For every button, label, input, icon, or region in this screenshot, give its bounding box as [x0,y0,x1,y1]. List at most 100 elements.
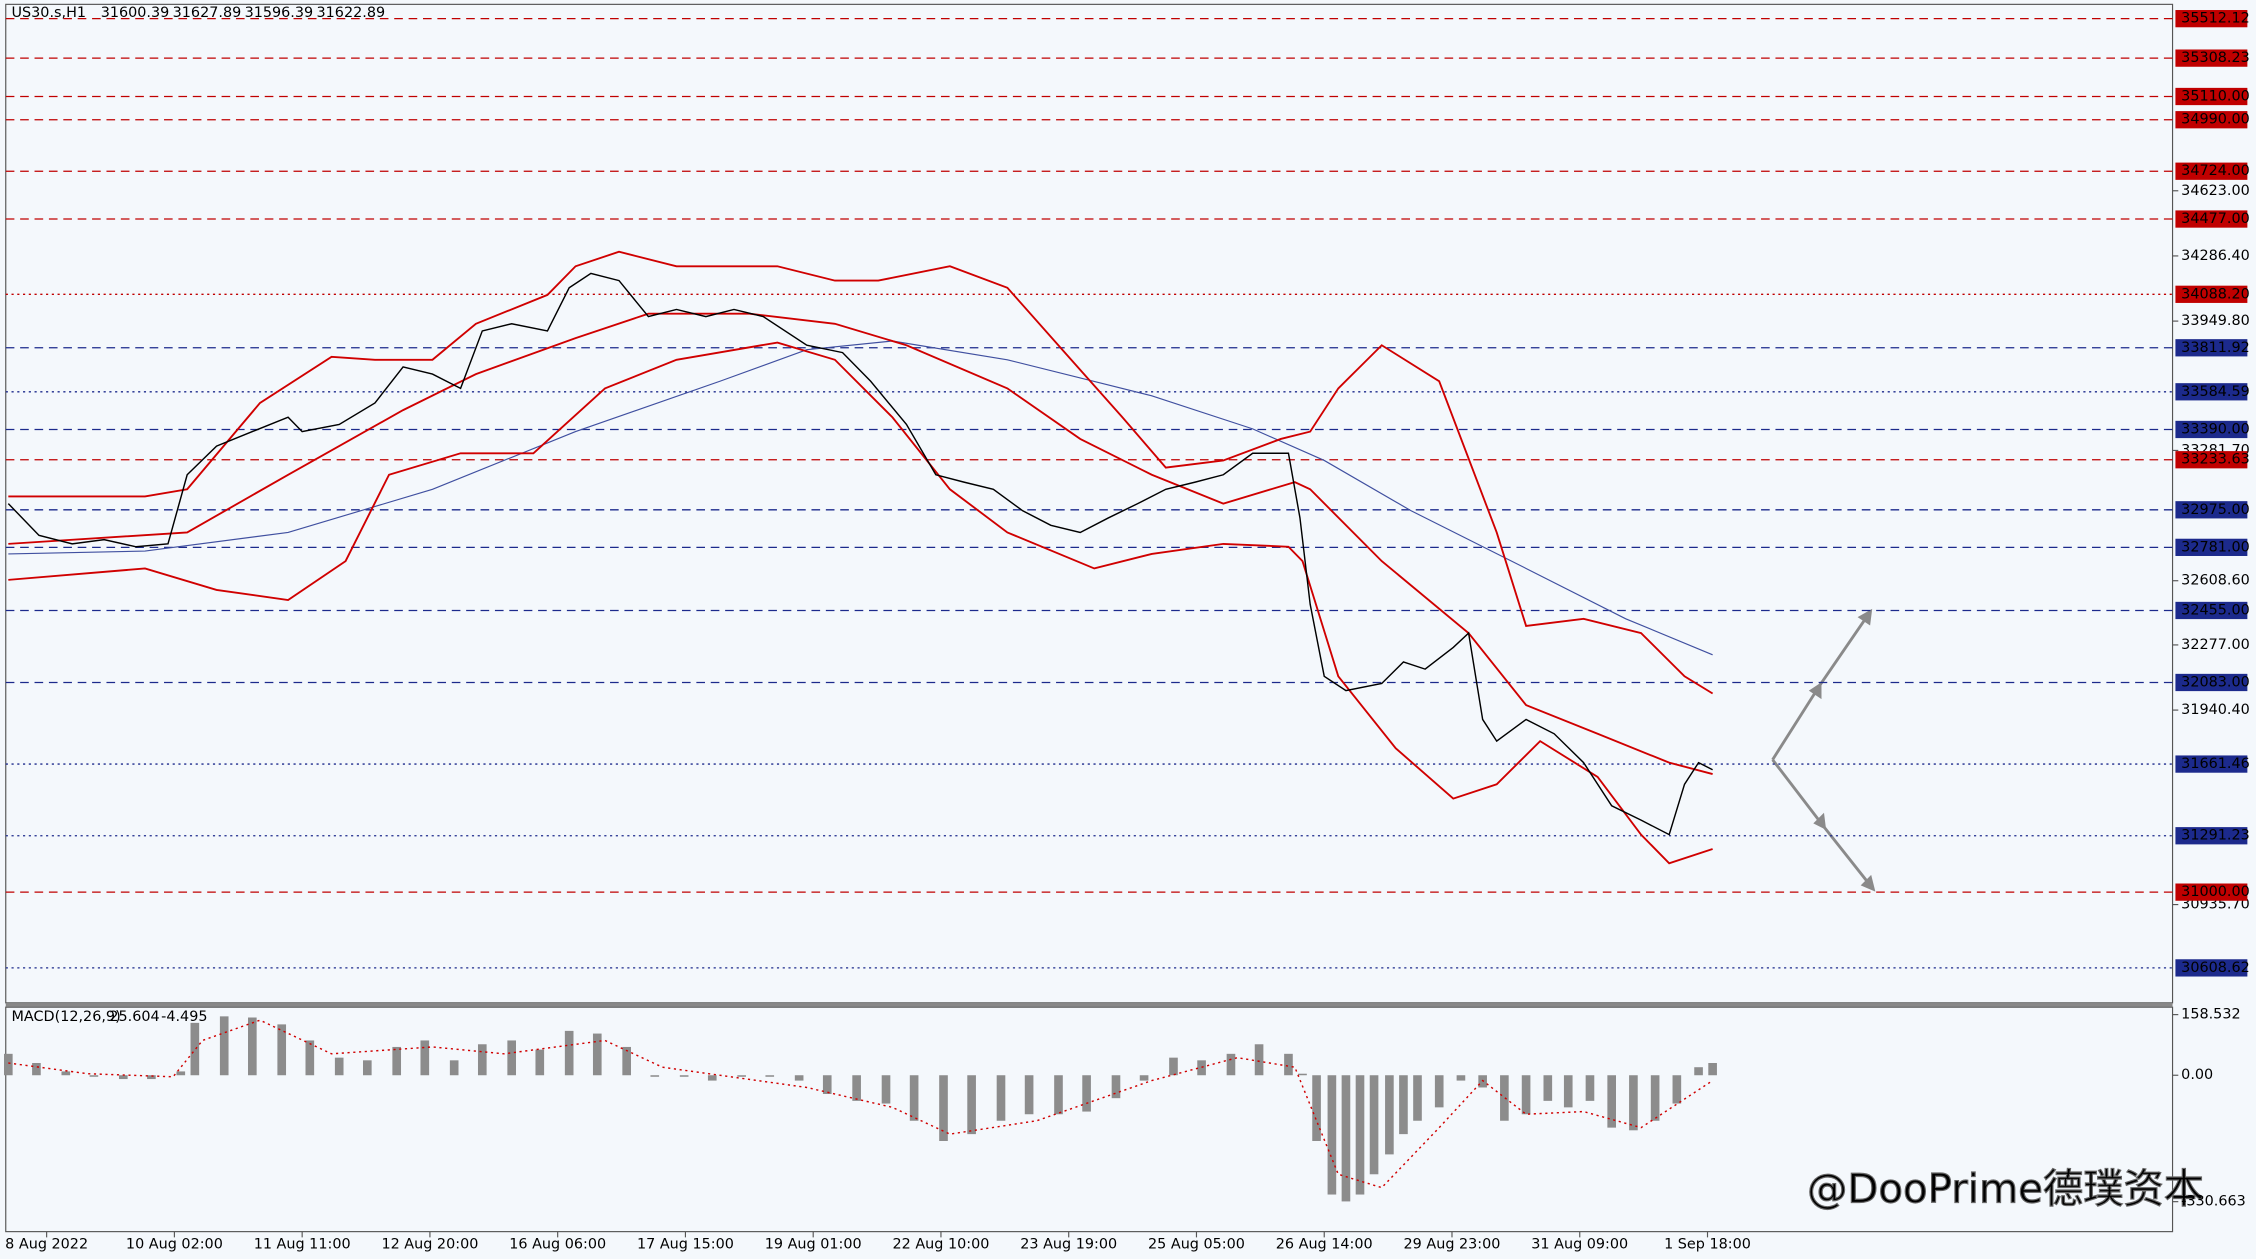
macd-bar [939,1075,948,1142]
x-tick-label: 17 Aug 15:00 [637,1237,734,1253]
level-label: 34477.00 [2181,211,2250,227]
macd-bar [118,1075,128,1080]
x-tick-label: 10 Aug 02:00 [126,1237,223,1253]
x-tick-label: 22 Aug 10:00 [892,1237,989,1253]
macd-bar [1585,1075,1595,1101]
level-label: 32781.00 [2181,539,2250,555]
level-label: 34724.00 [2181,163,2250,179]
macd-bar [1327,1075,1337,1195]
macd-bar [89,1075,99,1077]
level-label: 35512.12 [2181,11,2250,27]
macd-bar [507,1040,516,1076]
y-tick-label: 0.00 [2181,1067,2213,1083]
level-label: 31000.00 [2181,884,2250,900]
series-line [7,272,1713,836]
macd-bar [1521,1075,1531,1115]
y-tick-label: 158.532 [2181,1007,2240,1023]
macd-bar [1111,1075,1121,1099]
level-box [2175,111,2248,129]
level-box [2175,49,2248,67]
macd-bar [477,1044,487,1076]
macd-bar [1399,1075,1408,1135]
level-box [2175,87,2248,106]
macd-bar [1708,1063,1717,1076]
x-tick-label: 11 Aug 11:00 [254,1237,351,1253]
macd-bar [1054,1075,1063,1115]
level-label: 32975.00 [2181,502,2250,518]
macd-bar [564,1030,574,1076]
x-tick-label: 12 Aug 20:00 [381,1237,478,1253]
macd-bar [967,1075,976,1135]
level-box [2175,451,2248,469]
macd-bar [277,1024,287,1076]
macd-frame [5,1006,2174,1233]
series-line [8,250,1714,695]
macd-bar [650,1075,660,1077]
level-label: 35308.23 [2181,50,2250,66]
macd-bar [881,1075,891,1104]
macd-bar [1284,1053,1293,1076]
macd-bar [1312,1075,1321,1142]
level-label: 33584.59 [2181,384,2250,400]
x-tick-label: 29 Aug 23:00 [1404,1237,1501,1253]
macd-bar [1434,1075,1444,1108]
macd-bar [794,1075,804,1081]
level-box [2175,673,2248,692]
macd-bar [1169,1057,1178,1076]
macd-bar [32,1063,41,1076]
macd-bar [305,1040,315,1076]
level-label: 32455.00 [2181,602,2250,618]
macd-bar [535,1049,545,1076]
level-label: 33390.00 [2181,421,2250,437]
level-label: 31291.23 [2181,828,2250,844]
macd-bar [1355,1075,1365,1195]
arrow-head [1860,874,1876,892]
macd-bar [3,1053,13,1076]
level-box [2175,538,2248,556]
level-label: 33233.63 [2181,452,2250,468]
macd-bar [420,1040,430,1076]
macd-bar [822,1075,832,1094]
level-box [2175,210,2248,228]
macd-bar [852,1075,861,1101]
macd-bar [707,1075,717,1081]
macd-bar [1254,1044,1264,1076]
macd-bar [765,1075,775,1077]
y-tick-label: 32277.00 [2181,637,2250,653]
level-box [2175,601,2248,620]
arrow-head [1857,608,1873,626]
level-box [2175,339,2248,357]
level-label: 35110.00 [2181,88,2250,104]
macd-bar [1650,1075,1660,1121]
level-box [2175,827,2248,845]
ohlc-value: 31627.89 [173,5,242,21]
level-box [2175,501,2248,519]
macd-bar [1629,1075,1638,1131]
macd-bar [909,1075,919,1121]
macd-title: MACD(12,26,9) [12,1009,121,1025]
macd-bar [1500,1075,1509,1121]
y-tick-label: 32608.60 [2181,573,2250,589]
x-tick-label: 8 Aug 2022 [5,1237,88,1253]
arrow-head [1808,682,1822,700]
y-tick-label: 34286.40 [2181,248,2250,264]
level-label: 32083.00 [2181,674,2250,690]
x-tick-label: 26 Aug 14:00 [1276,1237,1373,1253]
ohlc-value: 31596.39 [245,5,314,21]
series-line [8,312,1713,775]
level-box [2175,285,2248,303]
level-box [2175,959,2248,977]
forecast-arrows [1771,608,1876,892]
macd-bar [1226,1053,1236,1076]
macd-bar [219,1016,229,1076]
level-box [2175,10,2248,28]
watermark: @DooPrime德璞资本 [1807,1166,2204,1212]
macd-bar [1082,1075,1091,1112]
level-label: 30608.62 [2181,960,2250,976]
macd-bar [248,1017,257,1076]
x-tick-label: 25 Aug 05:00 [1148,1237,1245,1253]
ohlc-value: 31600.39 [101,5,170,21]
macd-bar [1672,1075,1682,1104]
y-tick-label: 34623.00 [2181,183,2250,199]
